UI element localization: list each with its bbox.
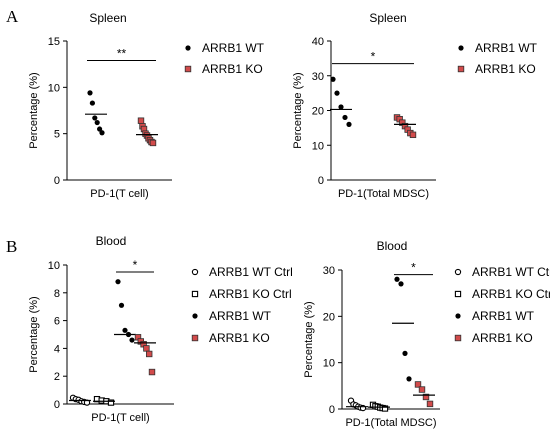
legend-marker xyxy=(184,65,192,73)
y-tick-label: 5 xyxy=(54,129,60,141)
data-point xyxy=(402,350,408,356)
significance-label: * xyxy=(411,261,416,275)
y-tick-label: 0 xyxy=(54,399,60,411)
y-tick-label: 30 xyxy=(312,71,324,83)
y-tick-label: 4 xyxy=(54,343,60,355)
y-tick-label: 15 xyxy=(48,36,60,48)
data-point xyxy=(129,337,135,343)
data-point xyxy=(137,117,145,124)
legend-label: ARRB1 WT xyxy=(472,309,535,323)
data-point xyxy=(406,376,412,382)
panel-letter-b: B xyxy=(6,237,17,256)
y-tick-label: 8 xyxy=(54,288,60,300)
data-point xyxy=(346,121,352,127)
data-point xyxy=(118,302,125,308)
legend-marker xyxy=(454,268,462,276)
chart-3: Blood 0 10 20 30 Percentage (%) PD-1(Total MDS… xyxy=(303,239,550,429)
y-axis-label: Percentage (%) xyxy=(28,72,40,148)
data-point xyxy=(330,76,336,82)
significance-label: * xyxy=(133,258,138,272)
legend-marker xyxy=(458,45,464,51)
y-axis-label: Percentage (%) xyxy=(303,301,315,377)
legend-marker xyxy=(457,65,465,73)
chart-title: Blood xyxy=(377,239,408,253)
y-tick-label: 30 xyxy=(323,265,335,277)
data-point xyxy=(409,131,417,139)
chart-0: Spleen 0 5 10 15 Percentage (%) PD-1(T cell) **… xyxy=(28,11,265,200)
y-tick-label: 10 xyxy=(312,140,324,152)
chart-2: Blood 0 2 4 6 8 10 Percentage (%) PD-1(T cell) * A… xyxy=(28,234,293,424)
legend-label: ARRB1 WT xyxy=(475,41,538,55)
data-point xyxy=(115,279,121,285)
data-point xyxy=(414,381,422,388)
data-point xyxy=(107,399,115,406)
legend-label: ARRB1 KO xyxy=(472,331,533,345)
legend-label: ARRB1 WT xyxy=(209,309,272,323)
chart-title: Blood xyxy=(96,234,127,248)
y-tick-label: 10 xyxy=(48,260,60,272)
data-point xyxy=(149,139,157,147)
data-point xyxy=(422,393,430,401)
y-tick-label: 2 xyxy=(54,371,60,383)
data-point xyxy=(94,119,100,126)
legend-label: ARRB1 KO xyxy=(209,331,270,345)
legend-marker xyxy=(454,290,462,298)
legend-label: ARRB1 KO xyxy=(475,62,536,76)
y-tick-label: 40 xyxy=(312,36,324,48)
legend-label: ARRB1 KO xyxy=(202,62,263,76)
panel-letter-a: A xyxy=(6,7,19,26)
legend-label: ARRB1 KO Ctrl xyxy=(472,287,550,301)
y-tick-label: 10 xyxy=(48,82,60,94)
data-point xyxy=(92,115,98,121)
legend-marker xyxy=(455,313,461,319)
data-point xyxy=(143,345,150,352)
data-point xyxy=(418,386,426,393)
data-point xyxy=(338,104,344,110)
data-point xyxy=(342,114,348,121)
data-point xyxy=(99,130,105,136)
y-tick-label: 20 xyxy=(323,311,335,323)
data-point xyxy=(97,126,103,132)
y-axis-label: Percentage (%) xyxy=(28,296,40,372)
legend-label: ARRB1 WT Ctrl xyxy=(209,265,293,279)
y-tick-label: 6 xyxy=(54,316,60,328)
y-tick-label: 20 xyxy=(312,106,324,118)
data-point xyxy=(145,350,153,358)
legend-marker xyxy=(454,334,462,342)
data-point xyxy=(394,276,400,282)
legend-marker xyxy=(192,313,198,319)
chart-title: Spleen xyxy=(369,11,406,25)
data-point xyxy=(381,405,389,412)
data-point xyxy=(398,281,404,287)
legend-label: ARRB1 WT Ctrl xyxy=(472,265,550,279)
y-tick-label: 10 xyxy=(323,358,335,370)
x-axis-label: PD-1(Total MDSC) xyxy=(345,417,436,429)
x-axis-label: PD-1(T cell) xyxy=(90,188,148,200)
y-tick-label: 0 xyxy=(54,175,60,187)
x-axis-label: PD-1(T cell) xyxy=(91,412,149,424)
legend-marker xyxy=(185,45,191,51)
legend-label: ARRB1 KO Ctrl xyxy=(209,287,292,301)
legend-label: ARRB1 WT xyxy=(202,41,265,55)
legend-marker xyxy=(191,334,199,342)
data-point xyxy=(148,368,156,376)
legend-marker xyxy=(191,268,199,276)
data-point xyxy=(426,400,434,408)
data-point xyxy=(122,327,128,333)
y-axis-label: Percentage (%) xyxy=(292,72,304,148)
data-point xyxy=(87,90,93,96)
data-point xyxy=(89,100,95,106)
x-axis-label: PD-1(Total MDSC) xyxy=(338,188,429,200)
chart-title: Spleen xyxy=(89,11,126,25)
legend-marker xyxy=(191,290,199,298)
y-tick-label: 0 xyxy=(329,404,335,416)
significance-label: ** xyxy=(117,46,127,60)
significance-label: * xyxy=(371,50,376,64)
data-point xyxy=(334,90,340,96)
chart-1: Spleen 0 10 20 30 40 Percentage (%) PD-1(Total … xyxy=(292,11,538,200)
y-tick-label: 0 xyxy=(318,175,324,187)
